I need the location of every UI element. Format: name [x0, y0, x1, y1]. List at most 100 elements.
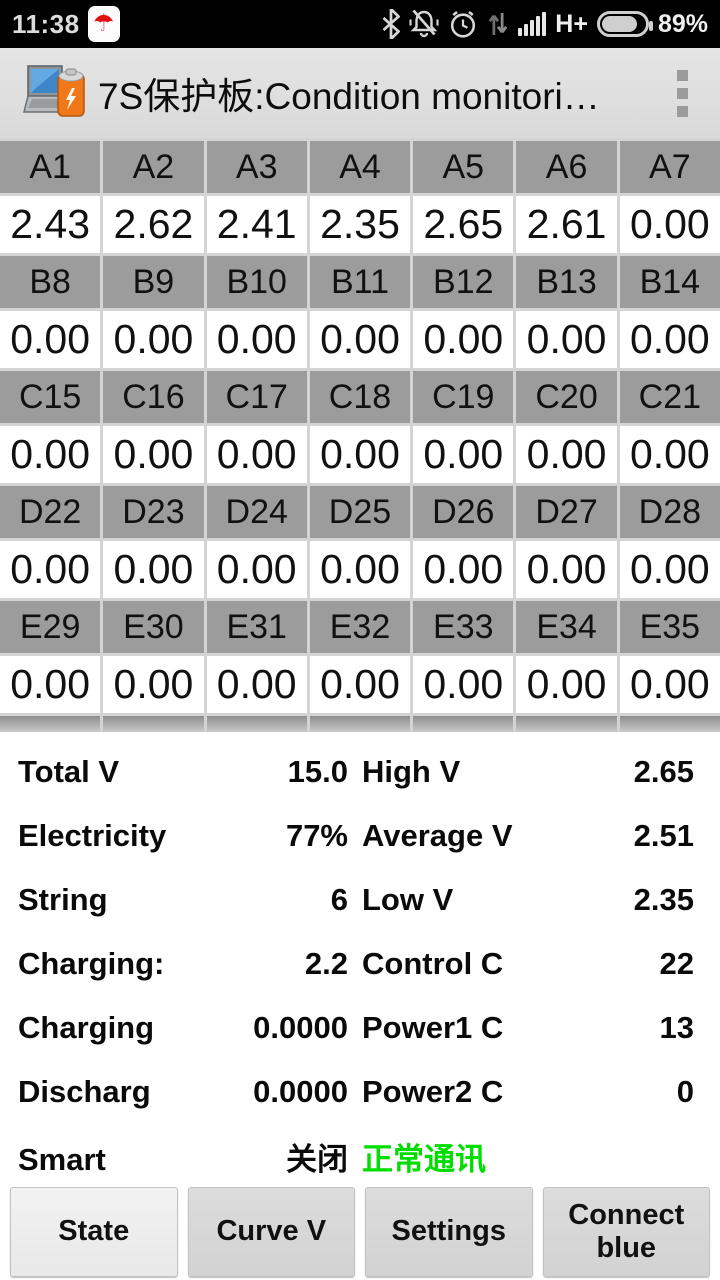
- cell-header: A5: [413, 141, 514, 193]
- cell-header: D23: [103, 486, 204, 538]
- grid-header-row: E29 E30 E31 E32 E33 E34 E35: [0, 601, 720, 653]
- stat-label: Control C: [362, 946, 504, 981]
- cell-voltage: 0.00: [0, 541, 101, 598]
- stat-row: Electricity 77% Average V 2.51: [0, 804, 720, 868]
- cell-header: C16: [103, 371, 204, 423]
- cell-clipped: [103, 716, 204, 732]
- nav-button-settings[interactable]: Settings: [365, 1187, 533, 1277]
- stat-row: Total V 15.0 High V 2.65: [0, 740, 720, 804]
- nav-button-curve-v[interactable]: Curve V: [187, 1187, 355, 1277]
- grid-header-row: A1 A2 A3 A4 A5 A6 A7: [0, 141, 720, 193]
- overflow-menu-button[interactable]: [658, 58, 706, 128]
- stat-label: 正常通讯: [362, 1141, 486, 1177]
- umbrella-notification-icon: ☂: [87, 6, 120, 42]
- battery-icon: [596, 11, 653, 37]
- cell-header: E35: [619, 601, 720, 653]
- signal-bars-icon: [518, 12, 547, 36]
- overflow-dot: [676, 105, 688, 117]
- grid-value-row: 0.00 0.00 0.00 0.00 0.00 0.00 0.00: [0, 426, 720, 483]
- cell-header: C15: [0, 371, 101, 423]
- cell-header: D25: [309, 486, 411, 538]
- cell-header: A7: [619, 141, 720, 193]
- cell-header: B14: [619, 256, 720, 308]
- stat-value: 6: [330, 882, 348, 917]
- stat-row: Charging: 2.2 Control C 22: [0, 932, 720, 996]
- stat-value: 22: [659, 946, 694, 981]
- cell-header: E34: [516, 601, 617, 653]
- cell-header: E29: [0, 601, 101, 653]
- stat-value: 0.0000: [253, 1074, 348, 1109]
- cell-voltage: 0.00: [516, 311, 617, 368]
- cell-voltage: 0.00: [103, 541, 204, 598]
- stats-panel: Total V 15.0 High V 2.65 Electricity 77% Avera…: [0, 732, 720, 1188]
- cell-header: A6: [516, 141, 617, 193]
- cell-voltage: 0.00: [309, 426, 411, 483]
- stat-value: 2.2: [304, 946, 348, 981]
- cell-voltage: 0.00: [619, 541, 720, 598]
- stat-label: Average V: [362, 818, 513, 853]
- cell-voltage: 0.00: [103, 426, 204, 483]
- stat-label: High V: [362, 754, 461, 789]
- cell-voltage: 0.00: [309, 541, 411, 598]
- cell-voltage: 0.00: [516, 426, 617, 483]
- cell-header: D26: [413, 486, 514, 538]
- cell-header: E31: [206, 601, 307, 653]
- stat-row: Charging 0.0000 Power1 C 13: [0, 996, 720, 1060]
- cell-voltage: 0.00: [413, 426, 514, 483]
- cell-header: B11: [309, 256, 411, 308]
- stat-label: Electricity: [18, 818, 167, 853]
- stat-label: Power2 C: [362, 1074, 504, 1109]
- app-laptop-battery-icon: [22, 62, 88, 124]
- stat-label: Charging:: [18, 946, 165, 981]
- cell-header: C19: [413, 371, 514, 423]
- cell-header: E30: [103, 601, 204, 653]
- cell-voltage: 0.00: [619, 311, 720, 368]
- network-type-label: H+: [555, 9, 588, 38]
- cell-header: D22: [0, 486, 101, 538]
- nav-button-connect-blue[interactable]: Connect blue: [542, 1187, 710, 1277]
- cell-header: B10: [206, 256, 307, 308]
- bottom-button-bar: State Curve V Settings Connect blue: [0, 1185, 720, 1280]
- cell-header: A4: [309, 141, 411, 193]
- cell-clipped: [619, 716, 720, 732]
- cell-header: B9: [103, 256, 204, 308]
- cell-header: C20: [516, 371, 617, 423]
- stat-value: 2.35: [633, 882, 694, 917]
- cell-clipped: [309, 716, 411, 732]
- cell-header: C17: [206, 371, 307, 423]
- cell-voltage: 0.00: [103, 311, 204, 368]
- stat-row: Discharg 0.0000 Power2 C 0: [0, 1060, 720, 1124]
- cell-voltage: 0.00: [0, 311, 101, 368]
- battery-percent-label: 89%: [657, 9, 708, 38]
- stat-value: 13: [659, 1010, 694, 1045]
- cell-clipped: [516, 716, 617, 732]
- cell-voltage: 0.00: [619, 656, 720, 713]
- cell-voltage: 2.61: [516, 196, 617, 253]
- nav-button-state[interactable]: State: [10, 1187, 178, 1277]
- cell-header: A3: [206, 141, 307, 193]
- clock: 11:38: [12, 8, 80, 39]
- cell-clipped: [413, 716, 514, 732]
- overflow-dot: [676, 87, 688, 99]
- stat-label: String: [18, 882, 108, 917]
- cell-voltage: 0.00: [413, 656, 514, 713]
- cell-header: E33: [413, 601, 514, 653]
- cell-voltage: 0.00: [309, 311, 411, 368]
- cell-header: D27: [516, 486, 617, 538]
- cell-voltage: 2.43: [0, 196, 101, 253]
- cell-header: C21: [619, 371, 720, 423]
- cell-voltage: 0.00: [206, 656, 307, 713]
- cell-voltage: 2.62: [103, 196, 204, 253]
- grid-header-row: C15 C16 C17 C18 C19 C20 C21: [0, 371, 720, 423]
- cell-voltage: 0.00: [206, 426, 307, 483]
- grid-value-row: 2.43 2.62 2.41 2.35 2.65 2.61 0.00: [0, 196, 720, 253]
- cell-voltage: 0.00: [516, 656, 617, 713]
- bluetooth-icon: [382, 9, 401, 39]
- grid-value-row: 0.00 0.00 0.00 0.00 0.00 0.00 0.00: [0, 656, 720, 713]
- cell-header: B8: [0, 256, 101, 308]
- cell-clipped: [0, 716, 101, 732]
- stat-label: Discharg: [18, 1074, 151, 1109]
- mute-bell-icon: [409, 9, 439, 39]
- alarm-clock-icon: [448, 9, 478, 39]
- cell-voltage: 2.41: [206, 196, 307, 253]
